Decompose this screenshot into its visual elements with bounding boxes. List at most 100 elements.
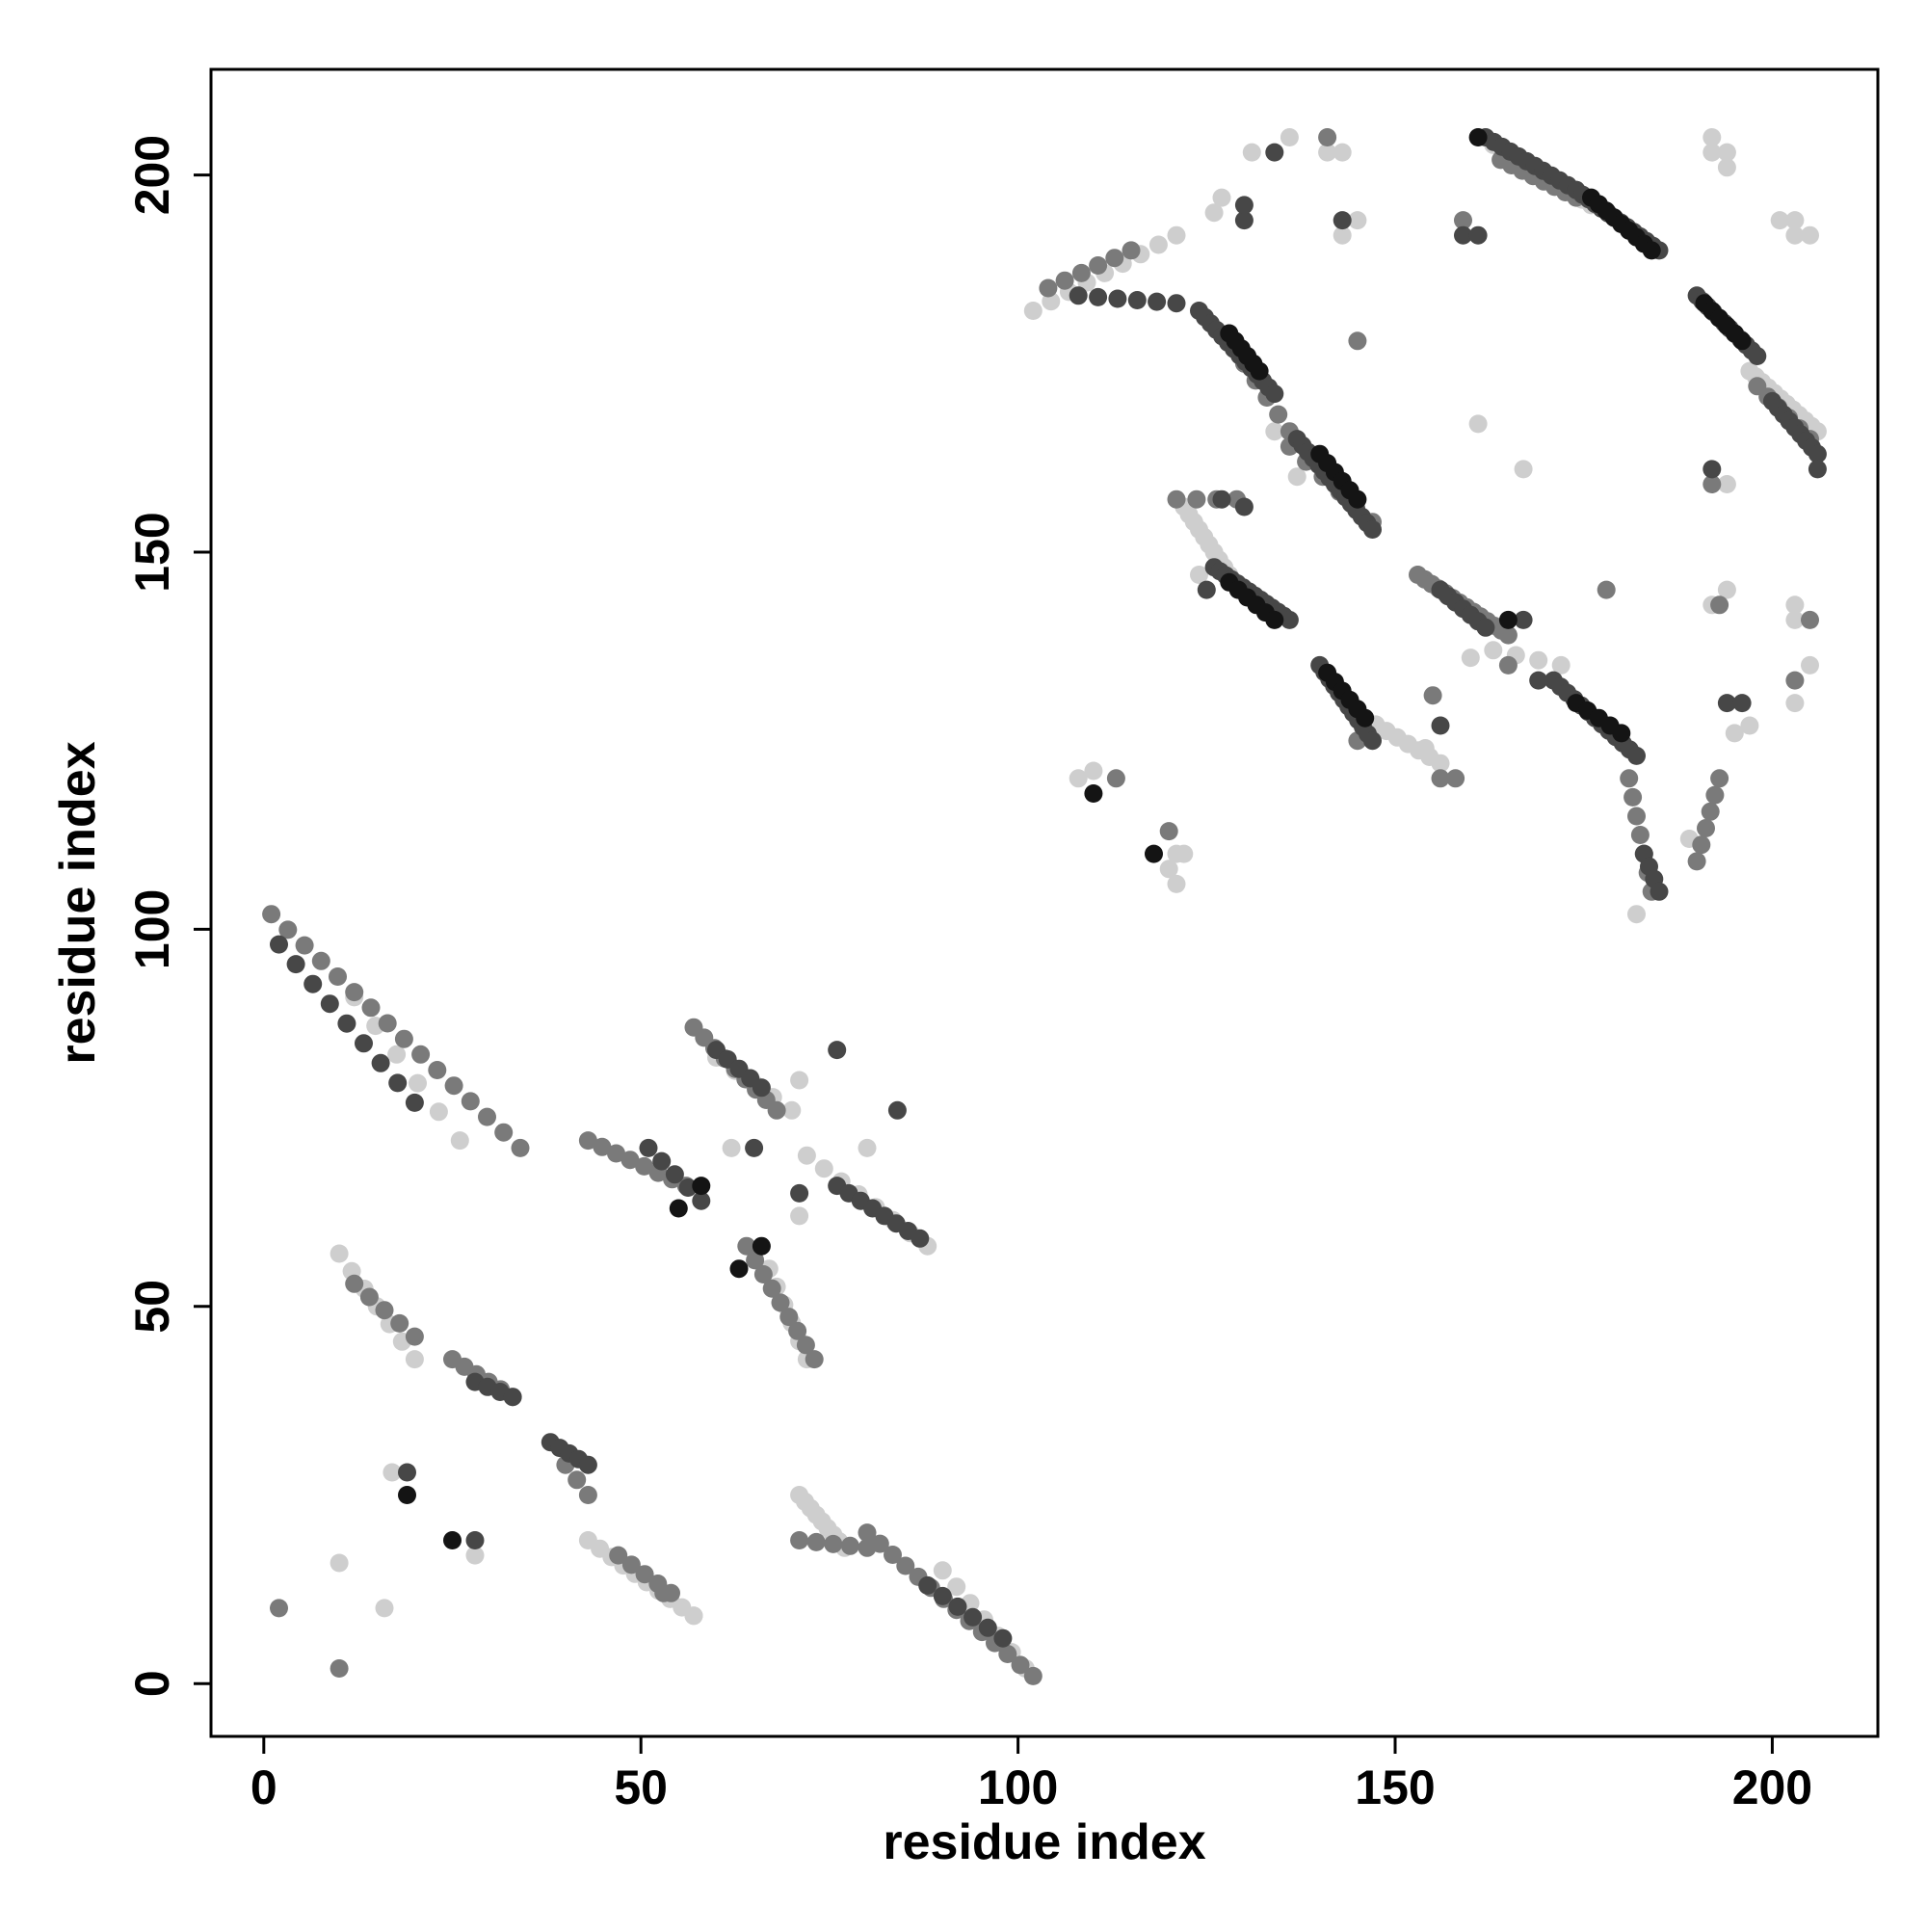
data-point xyxy=(746,1251,765,1270)
points-layer xyxy=(262,128,1827,1685)
data-point xyxy=(684,1606,703,1626)
data-point xyxy=(964,1607,983,1627)
data-point xyxy=(669,1199,688,1218)
data-point xyxy=(1055,271,1074,290)
data-point xyxy=(1627,807,1646,826)
data-point xyxy=(278,920,298,940)
data-point xyxy=(1461,648,1480,668)
data-point xyxy=(1423,686,1442,705)
data-point xyxy=(330,1244,349,1263)
data-point xyxy=(1431,769,1450,788)
data-point xyxy=(311,951,330,970)
data-point xyxy=(779,1308,799,1327)
data-point xyxy=(428,1061,447,1079)
data-point xyxy=(383,1463,402,1482)
data-point xyxy=(620,1151,640,1170)
data-point xyxy=(978,1618,997,1637)
data-point xyxy=(330,1553,349,1573)
data-point xyxy=(1529,650,1548,670)
x-tick-label: 100 xyxy=(978,1760,1058,1814)
data-point xyxy=(858,1138,877,1157)
data-point xyxy=(1717,158,1736,177)
data-point xyxy=(621,1555,641,1575)
data-point xyxy=(1287,467,1307,487)
data-point xyxy=(1740,716,1759,735)
data-point xyxy=(1242,143,1261,162)
data-point xyxy=(1122,241,1141,260)
data-point xyxy=(1212,490,1231,509)
data-point xyxy=(1808,460,1827,479)
data-point xyxy=(359,1287,379,1307)
data-point xyxy=(1687,852,1706,871)
y-tick-label: 100 xyxy=(125,889,179,969)
data-point xyxy=(1159,822,1178,841)
data-point xyxy=(805,1350,824,1369)
data-point xyxy=(375,1599,394,1618)
data-point xyxy=(405,1350,424,1369)
data-point xyxy=(1265,422,1284,441)
data-point xyxy=(1703,128,1722,146)
data-point xyxy=(887,1100,907,1120)
data-point xyxy=(345,983,364,1002)
data-point xyxy=(993,1628,1013,1648)
data-point xyxy=(771,1293,790,1312)
data-point xyxy=(1204,203,1224,223)
data-point xyxy=(692,1191,711,1210)
data-point xyxy=(948,1597,967,1616)
data-point xyxy=(465,1531,485,1549)
data-point xyxy=(394,1029,413,1048)
data-point xyxy=(1159,860,1178,879)
data-point xyxy=(1333,143,1352,162)
data-point xyxy=(1717,580,1736,599)
data-point xyxy=(1269,405,1288,424)
x-axis-label: residue index xyxy=(883,1814,1205,1870)
data-point xyxy=(1348,490,1367,509)
data-point xyxy=(378,1014,397,1033)
data-point xyxy=(1145,844,1163,863)
data-point xyxy=(933,1586,952,1605)
data-point xyxy=(1692,835,1711,855)
data-point xyxy=(752,1236,771,1256)
data-point xyxy=(1732,331,1752,351)
data-point xyxy=(465,1546,485,1565)
data-point xyxy=(1431,754,1450,773)
data-point xyxy=(1148,235,1168,254)
data-point xyxy=(652,1151,672,1171)
data-point xyxy=(295,936,314,955)
data-point xyxy=(304,974,323,993)
data-point xyxy=(1446,769,1465,788)
data-point xyxy=(729,1259,749,1279)
data-point xyxy=(1167,294,1186,313)
data-point xyxy=(1234,211,1254,230)
data-point xyxy=(511,1138,530,1157)
y-tick-label: 0 xyxy=(125,1670,179,1697)
data-point xyxy=(578,1455,597,1474)
data-point xyxy=(1431,716,1450,735)
data-point xyxy=(494,1123,514,1142)
data-point xyxy=(1514,460,1533,479)
data-point xyxy=(578,1486,597,1504)
data-point xyxy=(790,1206,809,1226)
data-point xyxy=(443,1531,462,1549)
data-point xyxy=(998,1645,1017,1663)
data-point xyxy=(911,1229,930,1248)
data-point xyxy=(1785,610,1805,629)
data-point xyxy=(270,1599,288,1618)
data-point xyxy=(635,1565,654,1584)
data-point xyxy=(450,1131,469,1151)
data-point xyxy=(762,1279,781,1298)
data-point xyxy=(745,1138,764,1157)
data-point xyxy=(478,1107,496,1126)
data-point xyxy=(896,1556,915,1575)
data-point xyxy=(788,1321,807,1340)
data-point xyxy=(411,1045,431,1064)
data-point xyxy=(1703,475,1722,493)
data-point xyxy=(1785,694,1805,713)
data-point xyxy=(1627,905,1646,924)
data-point xyxy=(429,1102,448,1122)
data-point xyxy=(1642,241,1661,260)
data-point xyxy=(1280,128,1299,146)
data-point xyxy=(1697,819,1715,837)
x-tick-label: 50 xyxy=(614,1760,668,1814)
